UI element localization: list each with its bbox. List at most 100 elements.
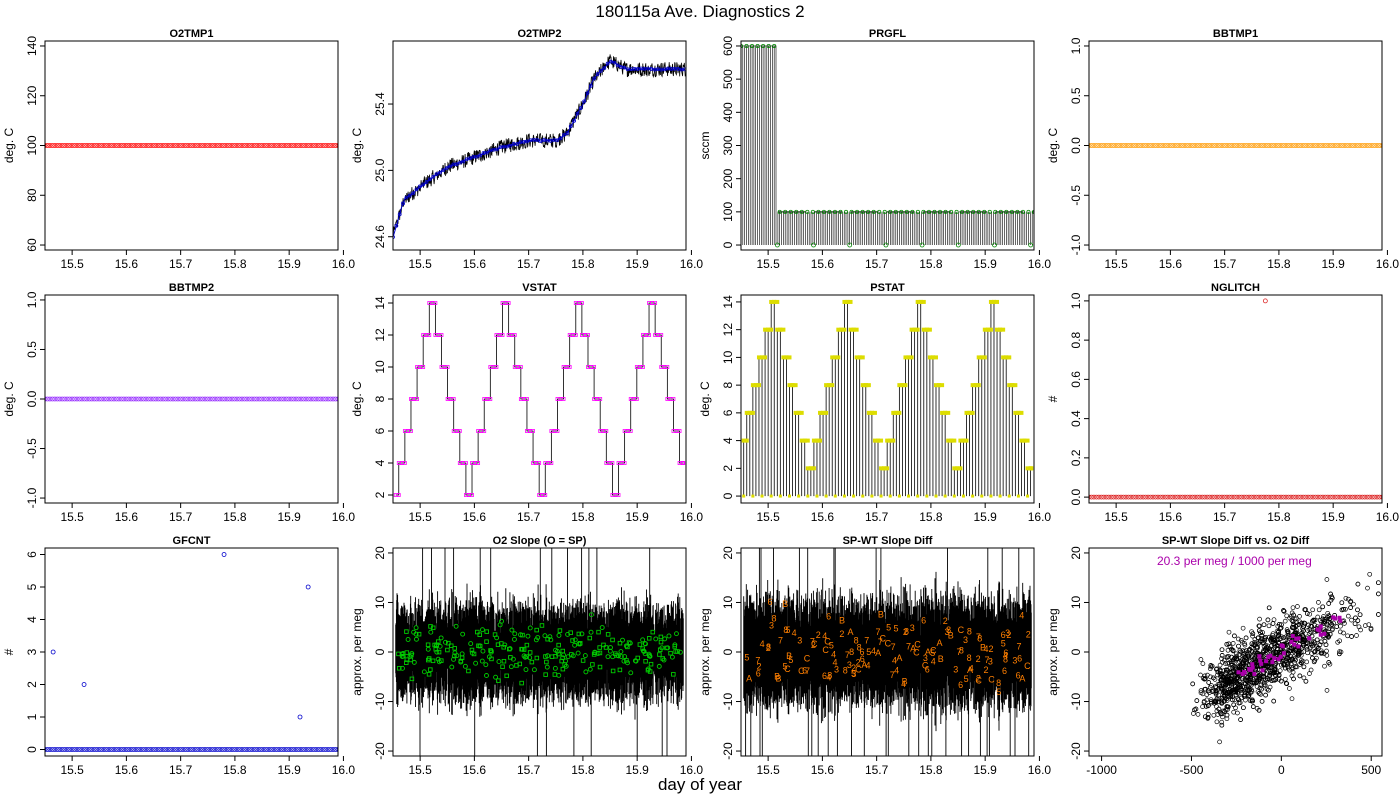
scatter-point [1217,662,1223,668]
scatter-point [1301,675,1307,681]
tank-label: A [925,647,931,657]
sp-point [557,628,563,633]
data-point [217,396,223,402]
sp-point [556,632,562,638]
scatter-point [1307,671,1312,676]
data-point [269,143,274,148]
y-tick-label: 0.8 [1069,331,1083,348]
data-point [1364,494,1370,500]
x-tick-label: 15.7 [1213,510,1237,524]
data-point [259,143,265,148]
scatter-point [1200,661,1206,666]
sp-point [405,637,411,642]
data-point [335,143,338,148]
step-point [964,438,969,443]
data-point [1128,494,1134,500]
scatter-point [1349,634,1354,639]
data-point [81,143,87,148]
scatter-point [1275,646,1280,651]
data-point [59,747,65,752]
tank-label: A [746,673,752,683]
tank-label: 3 [953,664,958,674]
data-point [1342,143,1348,148]
sp-point [449,664,455,670]
data-point [200,747,205,752]
tank-label: C [798,666,805,676]
tank-label: B [839,616,845,626]
scatter-point [1295,604,1300,609]
zero-point [797,494,801,498]
data-point [118,396,124,402]
y-tick-label: 200 [721,168,735,188]
tank-label: C [855,665,862,675]
x-tick-label: 15.6 [811,763,835,777]
data-point [1352,143,1358,148]
data-point [74,396,80,402]
data-point [1295,494,1301,500]
sp-point [523,667,529,673]
step-point [537,461,542,465]
data-point [335,396,338,402]
step-point [439,333,444,337]
tank-label: 3 [988,656,993,666]
scatter-point [1324,577,1330,582]
sp-point [443,639,448,645]
data-point [283,396,289,402]
step-point [763,355,768,360]
tank-label: 8 [849,647,854,657]
data-point [1148,494,1153,500]
sp-point [436,659,442,665]
data-point [1318,494,1323,500]
data-point [114,747,119,752]
step-point [885,466,890,471]
data-point [77,396,82,402]
step-point [525,397,529,401]
step-point [793,410,798,415]
scatter-point [1224,712,1230,718]
data-point [1369,143,1375,148]
scatter-point [1311,659,1317,665]
tank-label: A [910,643,916,653]
step-point [464,461,468,465]
data-point [123,396,129,402]
data-point [182,396,188,402]
data-point [1224,143,1230,148]
average-point [682,67,686,72]
scatter-point [1219,719,1225,725]
step-point [872,410,877,415]
sp-point [531,667,537,673]
data-point [180,143,186,148]
panel-frame [740,294,1035,504]
data-point [1268,494,1274,500]
scatter-point [1227,690,1233,695]
x-tick-label: 15.7 [517,763,541,777]
step-point [958,438,963,443]
scatter-point [1202,714,1208,720]
data-point [278,396,284,402]
tank-label: 3 [851,669,856,679]
y-tick-label: -10 [721,693,735,711]
data-point [205,747,210,752]
average-point [592,76,597,81]
data-point [126,396,132,402]
zero-point [989,494,993,498]
scatter-point [1271,617,1277,623]
data-point [269,747,274,752]
scatter-point [1282,676,1288,682]
data-point [47,747,53,752]
scatter-point [1204,697,1210,703]
data-point [89,747,95,752]
data-point [244,143,250,148]
average-point [454,162,459,167]
data-point [1138,143,1144,148]
data-point [286,747,292,752]
sp-point [677,649,683,655]
data-point [251,747,257,752]
sp-point [452,650,458,656]
sp-point [426,656,432,661]
step-point [940,410,945,415]
sp-point [411,629,417,635]
sp-point [603,645,609,650]
y-tick-label: 1.0 [25,291,39,308]
